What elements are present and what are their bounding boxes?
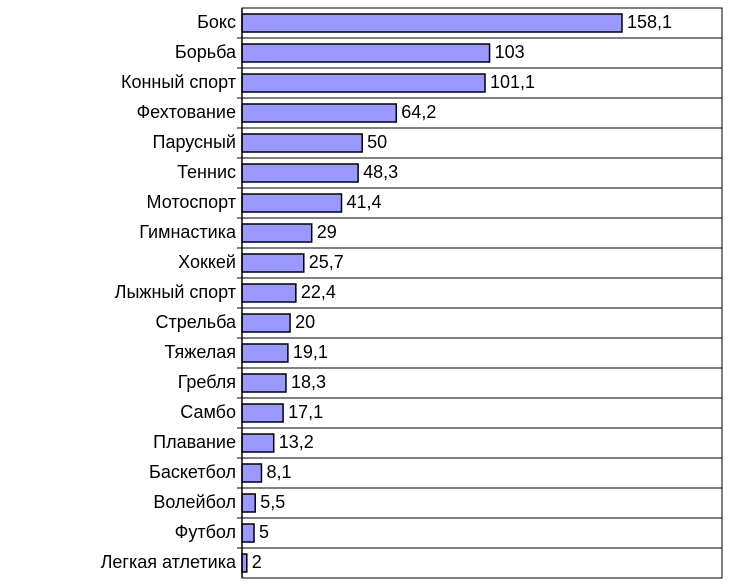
value-label: 5 (259, 522, 269, 542)
bar (241, 133, 363, 153)
bar (241, 103, 398, 123)
bar (241, 313, 291, 333)
value-label: 20 (295, 312, 315, 332)
category-label: Самбо (180, 402, 236, 422)
category-label: Мотоспорт (147, 192, 236, 212)
category-label: Баскетбол (149, 462, 236, 482)
bar (241, 463, 263, 483)
value-label: 103 (495, 42, 525, 62)
bar (241, 283, 297, 303)
value-label: 5,5 (260, 492, 285, 512)
bar (241, 13, 623, 33)
value-label: 17,1 (288, 402, 323, 422)
category-label: Волейбол (153, 492, 236, 512)
bar (241, 163, 359, 183)
category-label: Теннис (177, 162, 236, 182)
value-label: 19,1 (293, 342, 328, 362)
value-label: 41,4 (347, 192, 382, 212)
value-label: 50 (367, 132, 387, 152)
category-label: Гребля (178, 372, 236, 392)
value-label: 13,2 (279, 432, 314, 452)
bar (241, 223, 313, 243)
bar (241, 253, 305, 273)
category-label: Фехтование (136, 102, 236, 122)
bar (241, 343, 289, 363)
value-label: 48,3 (363, 162, 398, 182)
bar (241, 73, 486, 93)
value-label: 158,1 (627, 12, 672, 32)
bar (241, 373, 287, 393)
category-label: Тяжелая (165, 342, 236, 362)
bar (241, 493, 256, 513)
category-label: Парусный (153, 132, 237, 152)
category-label: Гимнастика (139, 222, 237, 242)
value-label: 64,2 (401, 102, 436, 122)
category-label: Хоккей (178, 252, 236, 272)
category-label: Футбол (175, 522, 236, 542)
value-label: 22,4 (301, 282, 336, 302)
plot-area (241, 7, 723, 579)
category-label: Конный спорт (121, 72, 236, 92)
bar (241, 523, 255, 543)
bar (241, 403, 284, 423)
value-label: 25,7 (309, 252, 344, 272)
bar (241, 43, 491, 63)
value-label: 8,1 (266, 462, 291, 482)
category-label: Плавание (153, 432, 236, 452)
category-label: Бокс (197, 12, 236, 32)
value-label: 29 (317, 222, 337, 242)
bar (241, 433, 275, 453)
value-label: 101,1 (490, 72, 535, 92)
category-label: Легкая атлетика (101, 552, 237, 572)
value-label: 2 (252, 552, 262, 572)
category-label: Стрельба (156, 312, 237, 332)
bar (241, 193, 343, 213)
value-label: 18,3 (291, 372, 326, 392)
category-label: Лыжный спорт (115, 282, 236, 302)
category-label: Борьба (175, 42, 237, 62)
